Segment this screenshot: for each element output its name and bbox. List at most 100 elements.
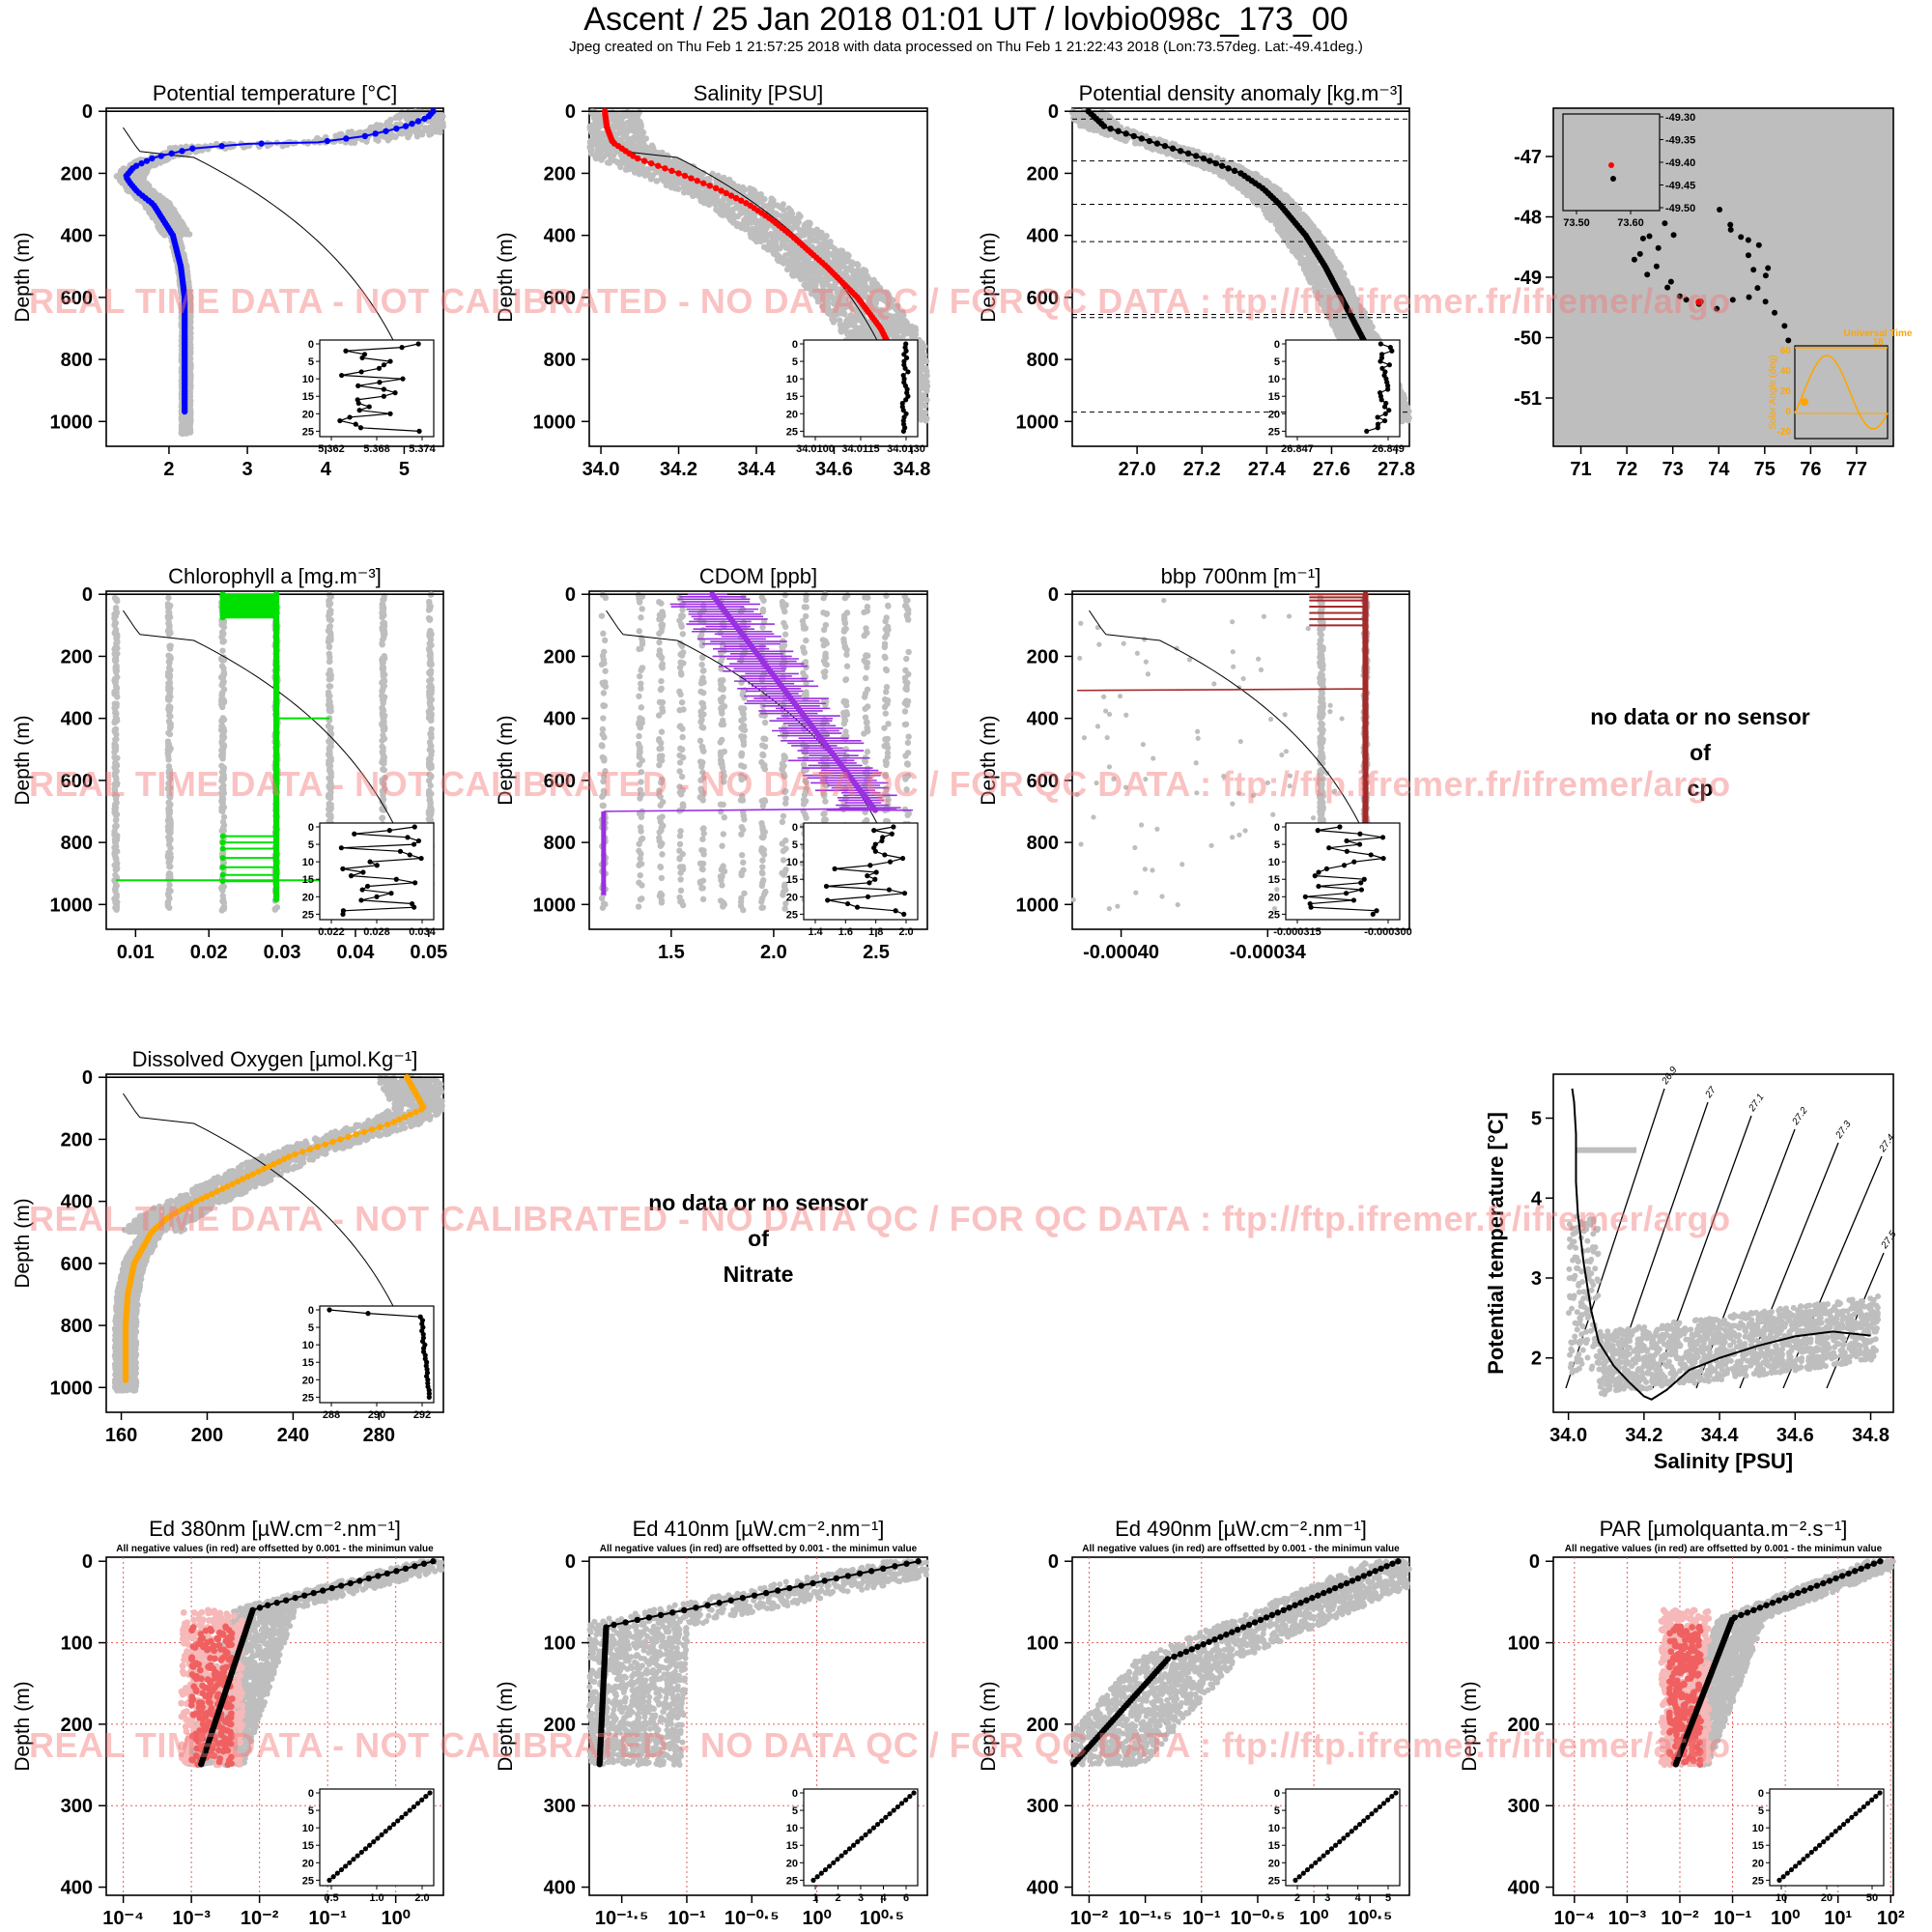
temp-history-point: [439, 112, 444, 118]
temp-history-point: [150, 213, 156, 218]
temp-profile-point: [189, 146, 195, 152]
temp-history-point: [187, 418, 193, 424]
sal-history-point: [921, 374, 926, 380]
sal-history-point: [768, 231, 774, 237]
temp-profile-point: [415, 118, 421, 124]
sal-history-point: [873, 288, 879, 294]
temp-inset-point: [337, 418, 342, 423]
temp-history-point: [350, 131, 355, 137]
temp-inset-point: [358, 425, 363, 430]
sal-history-point: [802, 232, 808, 238]
sal-history-point: [709, 171, 715, 177]
temp-inset-point: [382, 386, 386, 391]
sal-history-point: [782, 252, 788, 258]
sal-history-point: [629, 163, 635, 169]
sal-history-point: [596, 137, 602, 143]
temp-inset-ytick-label: 25: [302, 426, 314, 438]
sal-history-point: [597, 130, 603, 136]
sal-history-point: [634, 169, 639, 175]
sal-history-point: [859, 273, 865, 279]
temp-ytick-label: 200: [61, 163, 93, 185]
temp-profile-point: [259, 140, 265, 146]
temp-history-point: [187, 427, 193, 433]
temp-history-point: [186, 339, 192, 345]
temp-inset-point: [387, 358, 392, 363]
temp-inset-ytick-label: 20: [302, 409, 314, 420]
sal-history-point: [781, 214, 786, 220]
temp-profile-point: [343, 135, 349, 141]
sal-history-point: [617, 122, 623, 128]
sal-history-point: [920, 343, 925, 349]
temp-inset-point: [392, 390, 397, 395]
sal-history-point: [831, 307, 837, 313]
temp-history-point: [163, 198, 169, 204]
sal-history-point: [833, 285, 838, 291]
sal-history-point: [796, 212, 802, 217]
temp-xtick-label: 2: [163, 459, 174, 480]
sal-history-point: [800, 256, 806, 262]
temp-inset-point: [382, 394, 386, 399]
sal-history-point: [862, 279, 867, 285]
temp-history-point: [415, 127, 421, 132]
temp-xtick-label: 3: [242, 459, 253, 480]
temp-profile-point: [218, 143, 224, 149]
temp-inset-point: [354, 422, 358, 427]
sal-history-point: [850, 269, 856, 274]
temp-inset-point: [399, 345, 404, 350]
temp-profile-point: [403, 123, 409, 128]
sal-history-point: [781, 201, 786, 207]
temp-history-point: [332, 132, 338, 138]
sal-history-point: [808, 276, 813, 282]
temp-history-point: [368, 125, 374, 130]
temp-inset-ytick-label: 15: [302, 391, 314, 403]
sal-history-point: [783, 245, 789, 251]
temp-inset-point: [357, 408, 362, 412]
temp-history-point: [398, 113, 404, 119]
sal-history-point: [618, 116, 624, 122]
temp-profile-point: [383, 128, 388, 134]
sal-history-point: [624, 127, 630, 132]
temp-title: Potential temperature [°C]: [153, 81, 397, 105]
sal-history-point: [653, 178, 659, 184]
sal-history-point: [920, 395, 925, 401]
sal-history-point: [821, 303, 827, 309]
temp-inset-ytick-label: 5: [308, 356, 314, 368]
temp-ytick-label: 1000: [50, 412, 94, 433]
temp-history-point: [179, 430, 185, 436]
sal-history-point: [801, 282, 807, 288]
sal-history-point: [815, 246, 821, 252]
temp-history-point: [187, 374, 193, 380]
temp-inset-point: [377, 366, 382, 371]
temp-inset-xtick-label: 5.368: [363, 443, 390, 455]
temp-history-point: [180, 417, 185, 423]
temp-inset-point: [400, 377, 405, 382]
sal-history-point: [806, 259, 811, 265]
sal-history-point: [726, 209, 732, 214]
sal-history-point: [631, 141, 637, 147]
temp-history-point: [117, 173, 123, 179]
temp-profile-point: [158, 153, 164, 158]
temp-inset-point: [359, 369, 364, 374]
temp-history-point: [167, 145, 173, 151]
sal-history-point: [773, 239, 779, 244]
sal-history-point: [618, 153, 624, 158]
temp-profile-point: [179, 148, 185, 154]
sal-history-point: [847, 303, 853, 309]
sal-history-point: [644, 167, 650, 173]
temp-profile-point: [393, 126, 399, 131]
sal-history-point: [880, 317, 886, 323]
sal-history-point: [704, 196, 710, 202]
temp-history-point: [387, 118, 393, 124]
temp-inset-point: [377, 380, 382, 384]
sal-history-point: [715, 173, 721, 179]
sal-history-point: [617, 158, 623, 164]
temp-history-point: [178, 227, 184, 233]
temp-inset-point: [416, 341, 421, 346]
sal-history-point: [864, 294, 869, 299]
sal-history-point: [899, 334, 905, 340]
sal-history-point: [760, 203, 766, 209]
sal-history-point: [888, 319, 894, 325]
temp-profile-point: [372, 130, 378, 136]
temp-ytick-label: 600: [61, 288, 93, 309]
temp-history-point: [357, 129, 363, 135]
